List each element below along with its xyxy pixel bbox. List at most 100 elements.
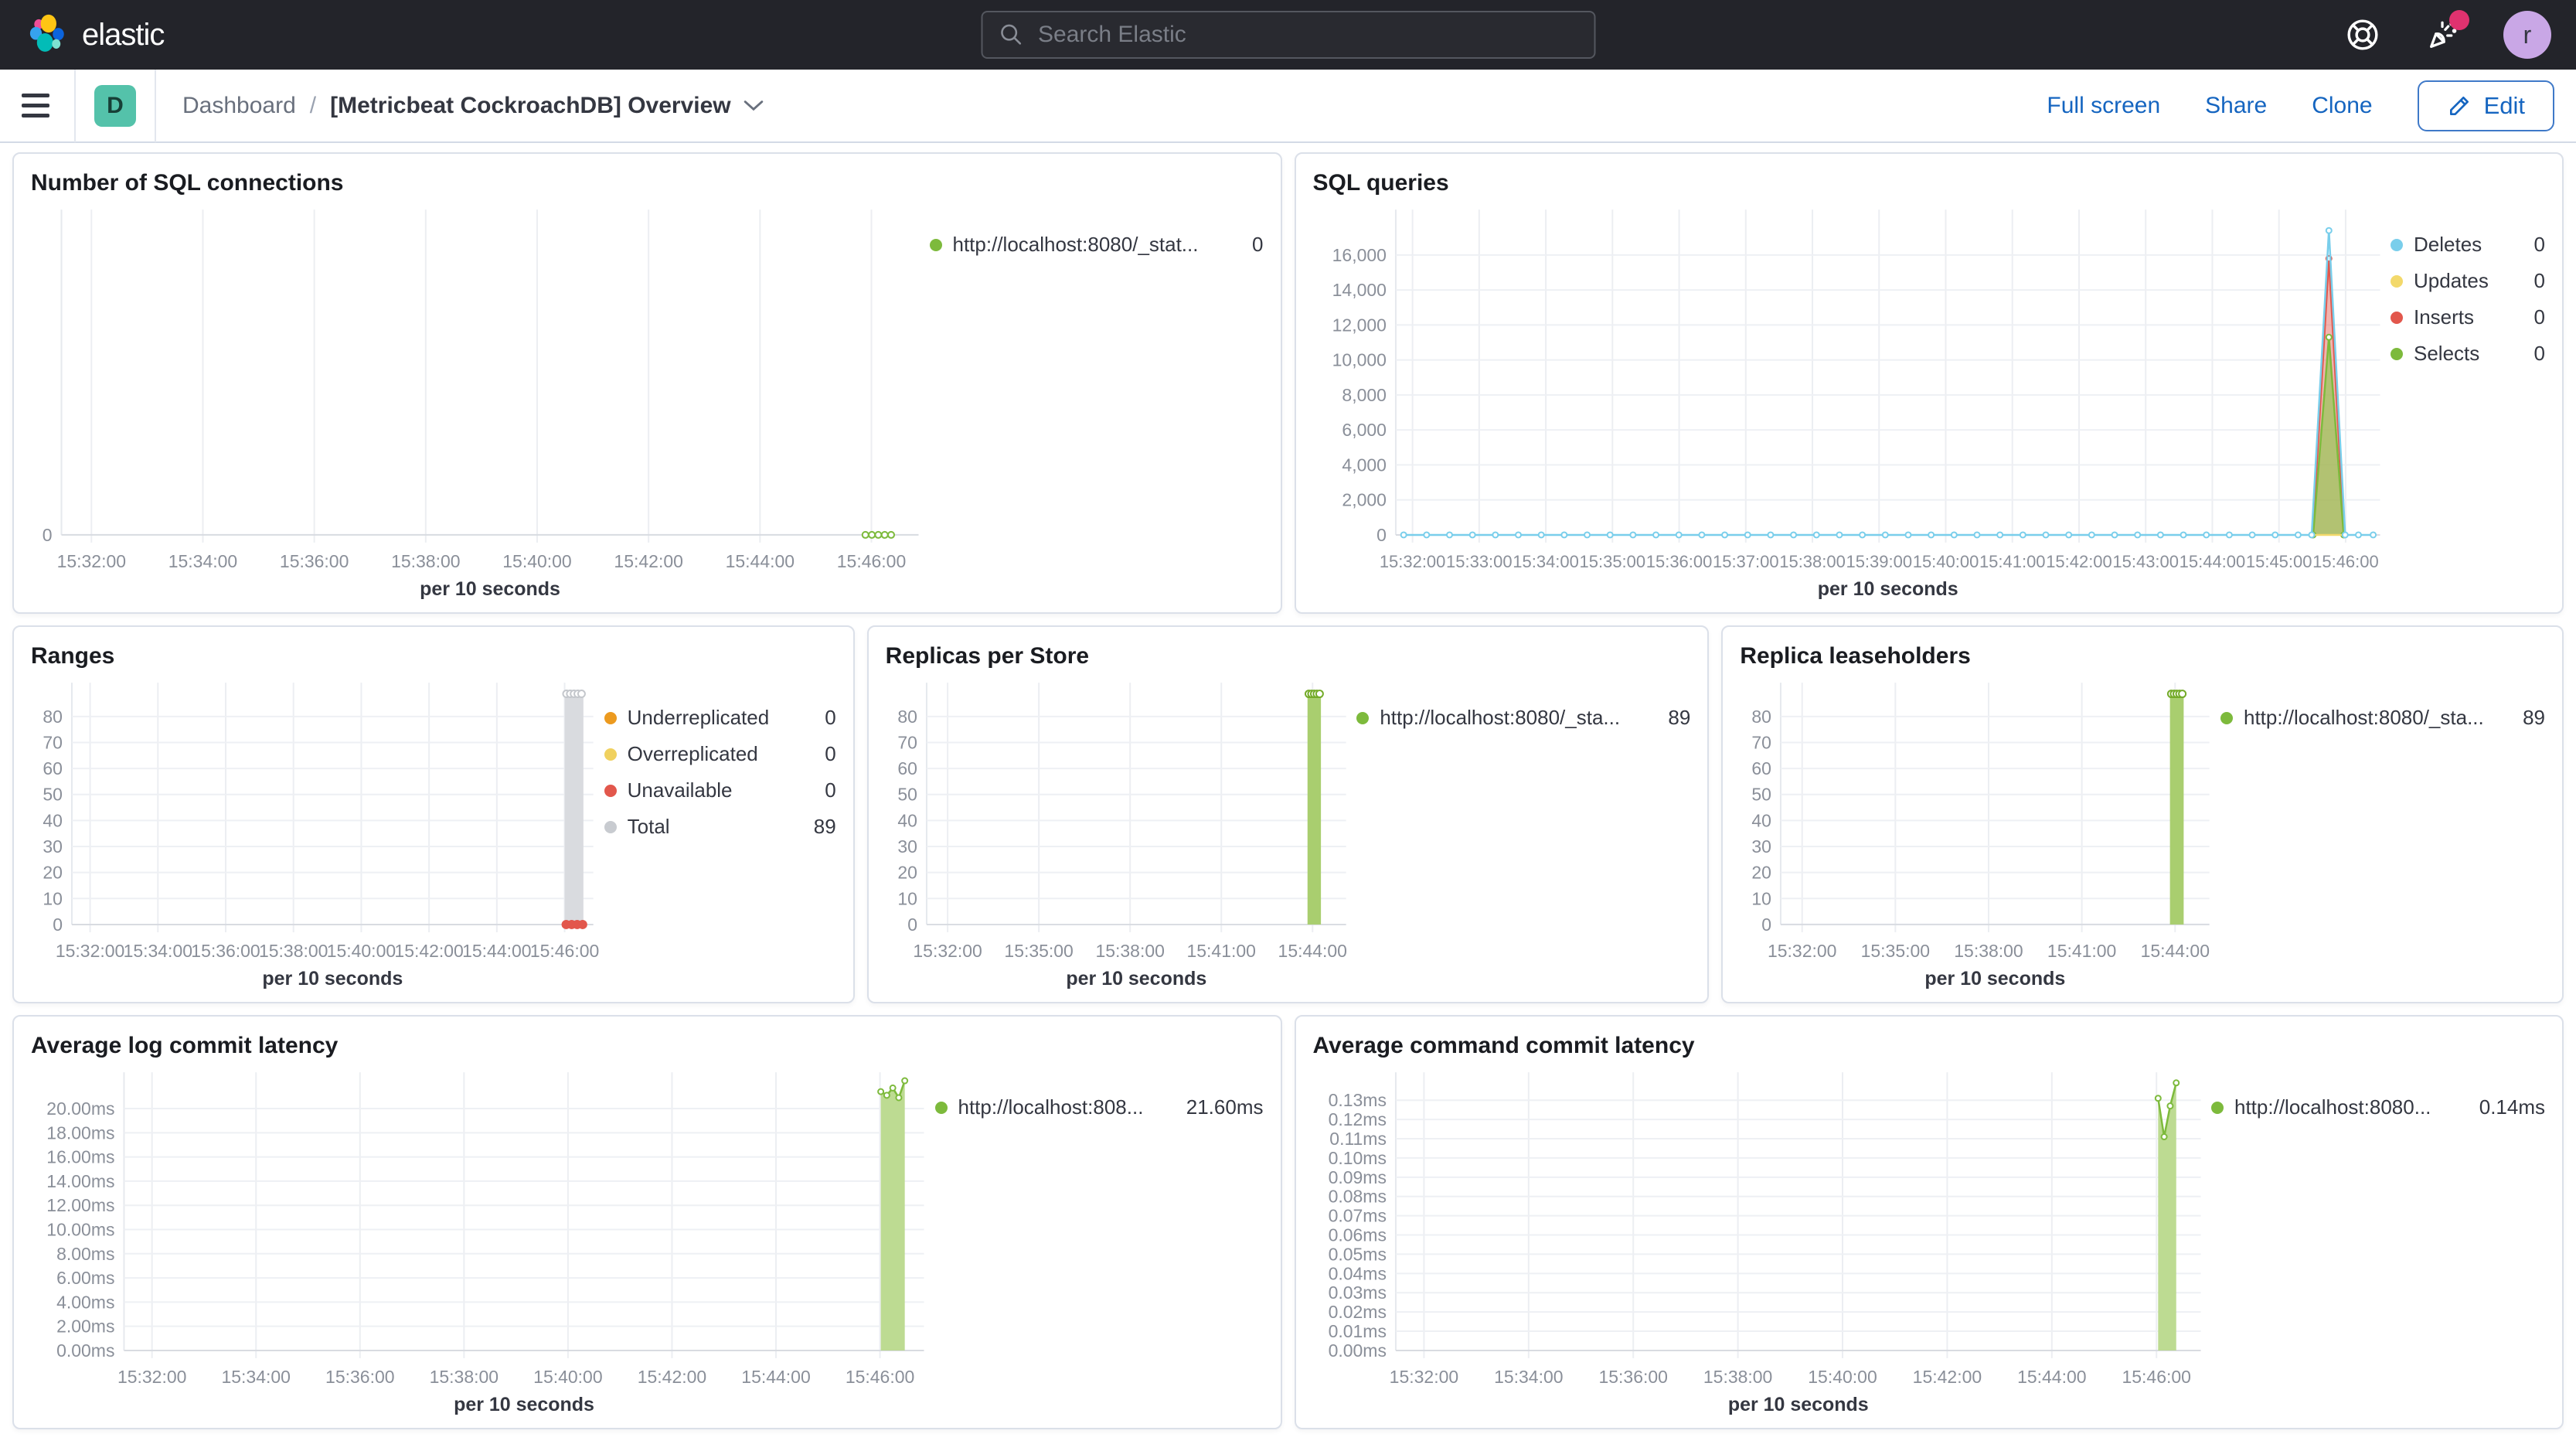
svg-text:15:35:00: 15:35:00 [1861, 941, 1930, 961]
svg-text:15:36:00: 15:36:00 [1645, 552, 1712, 571]
svg-text:20.00ms: 20.00ms [46, 1098, 114, 1119]
panel-title[interactable]: Ranges [31, 643, 115, 669]
legend-series-dot [929, 238, 942, 251]
chevron-down-icon [744, 100, 763, 111]
svg-text:15:46:00: 15:46:00 [837, 551, 906, 571]
chart-row: 15:32:00 15:35:00 15:38:00 15:41:00 15:44:00… [886, 673, 1690, 996]
svg-text:15:32:00: 15:32:00 [56, 941, 124, 961]
pencil-icon [2449, 96, 2469, 115]
legend: http://localhost:8080... 0.14ms [2211, 1063, 2545, 1422]
edit-button[interactable]: Edit [2417, 80, 2554, 131]
svg-text:15:44:00: 15:44:00 [726, 551, 795, 571]
separator [155, 69, 156, 142]
panel-replica-leaseholders: Replica leaseholders 15:32:00 15:35:00 15:… [1721, 625, 2564, 1003]
legend-item[interactable]: http://localhost:808... 21.60ms [934, 1095, 1264, 1119]
ranges-chart[interactable]: 15:32:0015:34:0015:36:0015:38:0015:40:00… [31, 673, 604, 996]
svg-text:per 10 seconds: per 10 seconds [262, 968, 403, 989]
svg-text:6.00ms: 6.00ms [56, 1268, 114, 1288]
legend-series-label: Deletes [2414, 233, 2482, 256]
svg-text:8,000: 8,000 [1342, 385, 1387, 405]
svg-text:15:46:00: 15:46:00 [2122, 1367, 2190, 1387]
help-icon[interactable] [2343, 15, 2383, 55]
panel-title[interactable]: Replicas per Store [885, 643, 1090, 669]
svg-text:15:40:00: 15:40:00 [533, 1367, 602, 1387]
svg-text:6,000: 6,000 [1342, 420, 1387, 440]
full-screen-button[interactable]: Full screen [2047, 92, 2161, 118]
svg-text:0.05ms: 0.05ms [1328, 1244, 1386, 1264]
legend-item[interactable]: Updates 0 [2391, 269, 2545, 293]
legend-series-dot [2391, 274, 2403, 288]
svg-text:per 10 seconds: per 10 seconds [1066, 968, 1206, 989]
legend-item[interactable]: Overreplicated 0 [604, 742, 836, 766]
svg-text:0.11ms: 0.11ms [1329, 1129, 1387, 1149]
panel-title[interactable]: Number of SQL connections [31, 170, 344, 196]
svg-text:60: 60 [1752, 758, 1772, 778]
top-navigation-bar: elastic [0, 0, 2576, 70]
legend-series-label: http://localhost:8080... [2234, 1095, 2431, 1119]
replica-leaseholders-chart[interactable]: 15:32:00 15:35:00 15:38:00 15:41:00 15:44:00… [1740, 673, 2220, 996]
legend-item[interactable]: http://localhost:8080... 0.14ms [2211, 1095, 2545, 1119]
legend-item[interactable]: Deletes 0 [2391, 233, 2545, 257]
svg-text:0.12ms: 0.12ms [1328, 1109, 1386, 1129]
svg-text:15:44:00: 15:44:00 [2141, 941, 2210, 961]
svg-text:8.00ms: 8.00ms [56, 1244, 114, 1264]
avg-command-commit-latency-chart[interactable]: 15:32:00 15:34:00 15:36:00 15:38:00 15:40:00… [1313, 1063, 2212, 1422]
legend-item[interactable]: http://localhost:8080/_sta... 89 [1356, 706, 1690, 730]
legend-item[interactable]: http://localhost:8080/_stat... 0 [929, 233, 1264, 257]
dashboard-row-2: Ranges 15:32:00 15:34:00 15:36:00 15:38:00 1… [12, 625, 2564, 1003]
svg-text:15:36:00: 15:36:00 [191, 941, 260, 961]
svg-text:70: 70 [897, 732, 917, 752]
search-input[interactable] [1038, 22, 1578, 48]
panel-title[interactable]: SQL queries [1312, 170, 1449, 196]
user-avatar[interactable]: r [2503, 11, 2551, 59]
space-badge[interactable]: D [94, 84, 136, 127]
legend-item[interactable]: http://localhost:8080/_sta... 89 [2220, 706, 2545, 730]
svg-text:15:36:00: 15:36:00 [325, 1367, 394, 1387]
panel-title[interactable]: Average log commit latency [31, 1033, 339, 1058]
breadcrumb: Dashboard / [Metricbeat CockroachDB] Ove… [182, 93, 764, 119]
panel-average-log-commit-latency: Average log commit latency 15:32:00 15:34… [12, 1015, 1282, 1429]
legend-item[interactable]: Total 89 [604, 815, 836, 839]
legend-item[interactable]: Unavailable 0 [604, 778, 836, 802]
svg-text:15:38:00: 15:38:00 [1955, 941, 2023, 961]
legend-series-value: 0 [825, 706, 836, 729]
svg-text:15:36:00: 15:36:00 [1598, 1367, 1667, 1387]
svg-text:16.00ms: 16.00ms [46, 1147, 114, 1167]
svg-text:12,000: 12,000 [1332, 315, 1386, 335]
svg-text:80: 80 [43, 707, 63, 727]
legend-item[interactable]: Underreplicated 0 [604, 706, 836, 730]
svg-text:15:40:00: 15:40:00 [327, 941, 396, 961]
clone-button[interactable]: Clone [2312, 92, 2373, 118]
legend-item[interactable]: Selects 0 [2391, 342, 2545, 366]
svg-text:40: 40 [897, 810, 917, 830]
menu-icon[interactable] [22, 89, 56, 123]
global-search[interactable] [981, 11, 1595, 59]
sql-connections-chart[interactable]: 15:32:00 15:34:00 15:36:00 15:38:00 15:40:00… [31, 200, 930, 606]
svg-text:15:32:00: 15:32:00 [57, 551, 126, 571]
avatar-initial: r [2523, 20, 2532, 49]
panel-title[interactable]: Replica leaseholders [1740, 643, 1971, 669]
svg-text:15:32:00: 15:32:00 [1379, 552, 1445, 571]
page-title[interactable]: [Metricbeat CockroachDB] Overview [330, 93, 764, 119]
legend-series-dot [2391, 238, 2403, 251]
svg-text:per 10 seconds: per 10 seconds [1727, 1394, 1868, 1415]
breadcrumb-dashboard-link[interactable]: Dashboard [182, 92, 296, 118]
svg-text:15:38:00: 15:38:00 [1095, 941, 1164, 961]
elastic-logo[interactable]: elastic [25, 12, 165, 57]
legend-series-dot [2211, 1101, 2224, 1114]
legend-item[interactable]: Inserts 0 [2391, 305, 2545, 329]
svg-text:50: 50 [897, 785, 917, 805]
panel-replicas-per-store: Replicas per Store 15:32:00 15:35:00 15:38… [866, 625, 1710, 1003]
replicas-per-store-chart[interactable]: 15:32:00 15:35:00 15:38:00 15:41:00 15:44:00… [886, 673, 1357, 996]
svg-text:10,000: 10,000 [1332, 350, 1386, 370]
avg-log-commit-latency-chart[interactable]: 15:32:00 15:34:00 15:36:00 15:38:00 15:40:00… [31, 1063, 935, 1422]
legend-series-label: Overreplicated [627, 742, 758, 765]
svg-text:15:32:00: 15:32:00 [913, 941, 982, 961]
sql-queries-chart[interactable]: 15:32:00 15:33:00 15:34:00 15:35:00 15:36:00… [1313, 200, 2391, 606]
share-button[interactable]: Share [2205, 92, 2268, 118]
legend: http://localhost:8080/_sta... 89 [2220, 673, 2545, 996]
dashboard-row-3: Average log commit latency 15:32:00 15:34… [12, 1015, 2564, 1429]
news-icon[interactable] [2423, 10, 2469, 55]
panel-title[interactable]: Average command commit latency [1312, 1033, 1695, 1058]
svg-text:0: 0 [53, 915, 63, 935]
